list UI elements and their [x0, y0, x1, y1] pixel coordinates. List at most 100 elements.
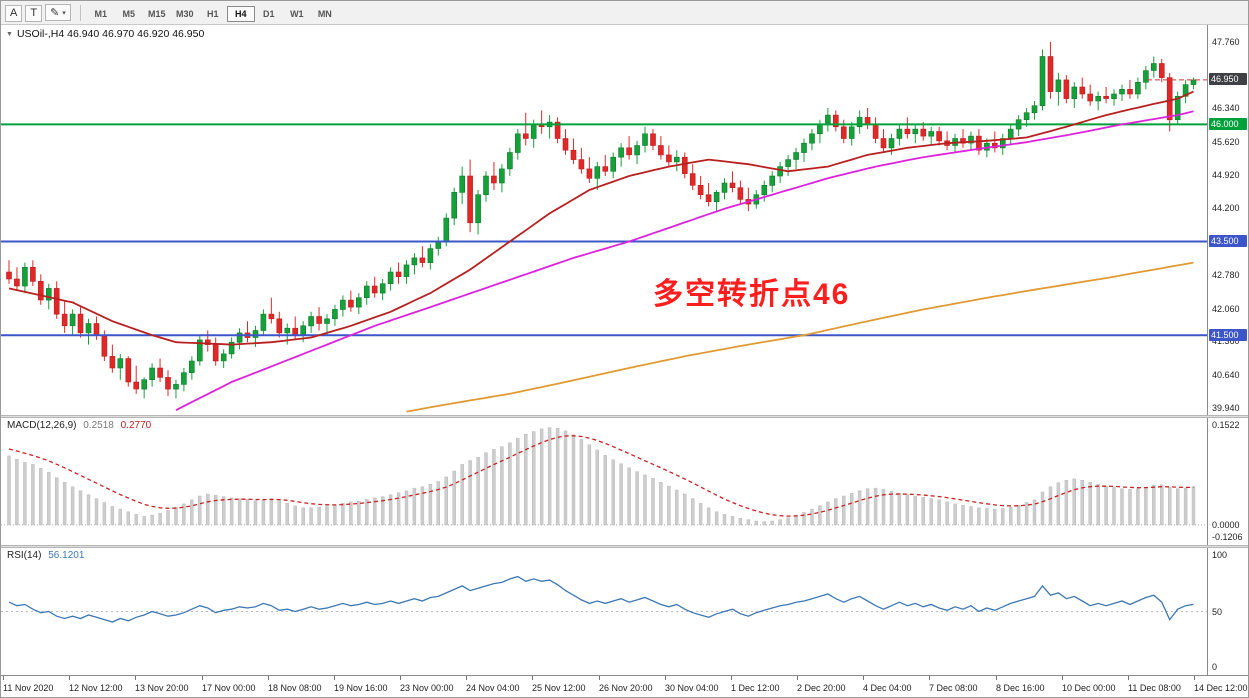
rsi-axis-label: 0 [1212, 662, 1218, 672]
timeframe-button-m30[interactable]: M30 [176, 8, 194, 19]
macd-axis[interactable]: 0.1522 0.0000 -0.1206 [1207, 418, 1248, 545]
macd-histogram-bar [86, 494, 91, 526]
macd-histogram-bar [1120, 488, 1124, 526]
time-axis-label: 23 Nov 00:00 [400, 683, 454, 693]
draw-tool-button[interactable]: ✎ ▾ [45, 4, 71, 22]
macd-histogram-bar [277, 500, 281, 526]
candle-up [379, 283, 386, 294]
candle-up [451, 192, 458, 219]
rsi-line [8, 575, 1194, 623]
macd-histogram-bar [850, 493, 854, 526]
macd-pane[interactable]: MACD(12,26,9) 0.2518 0.2770 0.1522 0.0000… [1, 418, 1248, 545]
macd-histogram-bar [62, 481, 67, 526]
macd-histogram-bar [1072, 478, 1077, 526]
symbol-ohlc-label: USOil-,H4 46.940 46.970 46.920 46.950 [16, 28, 205, 40]
candle-up [387, 271, 394, 284]
macd-histogram-bar [1136, 488, 1140, 526]
main-price-axis[interactable]: 47.760 46.340 45.620 44.920 44.200 42.780 42.0… [1207, 25, 1248, 415]
macd-histogram-bar [134, 514, 138, 526]
candle-down [467, 175, 473, 224]
candle-up [149, 367, 155, 380]
macd-histogram-bar [293, 505, 297, 526]
rsi-plot[interactable] [1, 548, 1207, 675]
candle-down [125, 358, 132, 383]
text-tool-button[interactable]: A [5, 4, 23, 22]
timeframe-button-h1[interactable]: H1 [207, 8, 219, 19]
timeframe-button-h4[interactable]: H4 [226, 5, 255, 22]
time-axis-label: 26 Nov 20:00 [599, 683, 653, 693]
macd-histogram-bar [889, 491, 894, 526]
rsi-axis-label: 100 [1212, 550, 1228, 560]
candle-up [173, 384, 179, 390]
main-price-pane[interactable]: ▼ USOil-,H4 46.940 46.970 46.920 46.950 … [1, 25, 1248, 415]
candle-up [1095, 96, 1101, 102]
price-axis-label: 39.940 [1212, 402, 1240, 413]
macd-histogram-bar [945, 501, 949, 526]
candle-down [697, 185, 704, 196]
candle-up [340, 299, 346, 310]
candle-up [713, 192, 720, 203]
macd-histogram-bar [778, 519, 782, 526]
time-axis-tick [996, 676, 997, 680]
macd-histogram-bar [420, 486, 425, 526]
candle-up [1031, 105, 1038, 113]
candle-up [1007, 128, 1014, 139]
candle-up [1174, 96, 1181, 121]
chart-area: ▼ USOil-,H4 46.940 46.970 46.920 46.950 … [1, 25, 1248, 697]
candle-up [618, 147, 624, 158]
candle-up [777, 166, 783, 177]
candle-down [53, 288, 60, 315]
rsi-axis-label: 50 [1212, 606, 1223, 617]
timeframe-button-m5[interactable]: M5 [122, 8, 136, 19]
candle-up [848, 126, 855, 139]
shape-tool-button[interactable]: T [25, 4, 43, 22]
candle-up [260, 313, 267, 331]
macd-histogram-bar [436, 481, 440, 526]
rsi-axis[interactable]: 100 50 0 [1207, 548, 1248, 675]
candle-up [45, 288, 52, 301]
time-axis-label: 13 Nov 20:00 [135, 683, 189, 693]
macd-histogram-bar [794, 514, 798, 526]
macd-histogram-bar [905, 494, 910, 526]
macd-histogram-bar [333, 504, 337, 526]
candle-down [1103, 96, 1109, 99]
time-axis-tick [731, 676, 732, 680]
candle-down [61, 313, 68, 327]
main-plot[interactable] [1, 25, 1207, 415]
macd-histogram-bar [929, 498, 933, 526]
top-toolbar: A T ✎ ▾ M1 M5 M15 M30 H1 H4 D1 W1 MN [1, 1, 1248, 25]
candle-up [809, 133, 815, 144]
time-axis-tick [532, 676, 533, 680]
macd-histogram-bar [460, 464, 464, 526]
candle-up [220, 353, 227, 362]
candle-down [30, 267, 36, 282]
candle-up [514, 133, 521, 153]
time-axis[interactable]: 11 Nov 2020 12 Nov 12:00 13 Nov 20:00 17 No… [1, 675, 1248, 697]
timeframe-button-d1[interactable]: D1 [263, 8, 275, 19]
rsi-pane[interactable]: RSI(14) 56.1201 100 50 0 [1, 548, 1248, 675]
macd-histogram-bar [1096, 483, 1100, 526]
chevron-down-icon: ▾ [62, 9, 66, 17]
macd-histogram-bar [492, 449, 496, 526]
panel-splitter[interactable] [1, 415, 1248, 418]
macd-histogram-bar [1104, 485, 1108, 526]
macd-histogram-bar [190, 499, 194, 526]
macd-histogram-bar [31, 464, 35, 526]
candle-up [228, 341, 235, 355]
macd-histogram-bar [802, 512, 806, 526]
timeframe-button-w1[interactable]: W1 [290, 8, 304, 19]
macd-plot[interactable] [1, 418, 1207, 545]
candle-down [1127, 89, 1133, 95]
panel-splitter[interactable] [1, 545, 1248, 548]
candle-down [268, 313, 275, 320]
timeframe-button-m15[interactable]: M15 [148, 8, 166, 19]
candle-down [872, 124, 879, 139]
pencil-icon: ✎ [50, 7, 60, 20]
candle-down [920, 128, 927, 137]
timeframe-button-m1[interactable]: M1 [94, 8, 108, 19]
timeframe-button-mn[interactable]: MN [317, 8, 332, 19]
candle-down [6, 271, 12, 280]
annotation-text[interactable]: 多空转折点46 [653, 278, 851, 311]
time-axis-tick [599, 676, 600, 680]
macd-histogram-bar [611, 459, 615, 526]
